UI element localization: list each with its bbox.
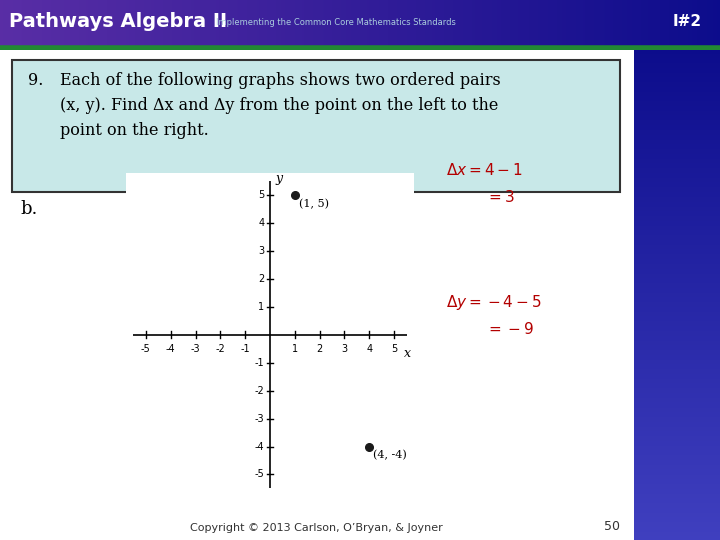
Text: 2: 2 — [317, 344, 323, 354]
Text: Each of the following graphs shows two ordered pairs: Each of the following graphs shows two o… — [60, 72, 500, 89]
Text: $= 3$: $= 3$ — [486, 189, 516, 205]
Text: -5: -5 — [255, 469, 264, 480]
Text: b.: b. — [20, 200, 37, 218]
Text: -4: -4 — [255, 442, 264, 451]
Text: Implementing the Common Core Mathematics Standards: Implementing the Common Core Mathematics… — [216, 18, 456, 27]
Text: -2: -2 — [255, 386, 264, 396]
Text: 5: 5 — [258, 190, 264, 200]
Text: -5: -5 — [141, 344, 150, 354]
Text: -1: -1 — [240, 344, 250, 354]
Text: (x, y). Find Δx and Δy from the point on the left to the: (x, y). Find Δx and Δy from the point on… — [60, 97, 498, 114]
Text: 4: 4 — [366, 344, 372, 354]
Text: $\Delta y = -4-5$: $\Delta y = -4-5$ — [446, 293, 542, 312]
Text: 1: 1 — [258, 302, 264, 312]
Text: -3: -3 — [255, 414, 264, 423]
Text: y: y — [276, 172, 282, 185]
Text: 9.: 9. — [28, 72, 43, 89]
Text: -1: -1 — [255, 357, 264, 368]
Text: $= -9$: $= -9$ — [486, 321, 534, 338]
Text: point on the right.: point on the right. — [60, 122, 209, 139]
Text: Copyright © 2013 Carlson, O’Bryan, & Joyner: Copyright © 2013 Carlson, O’Bryan, & Joy… — [189, 523, 442, 533]
Text: -4: -4 — [166, 344, 176, 354]
Text: 3: 3 — [341, 344, 348, 354]
Text: -3: -3 — [191, 344, 200, 354]
Text: 1: 1 — [292, 344, 298, 354]
Text: 50: 50 — [604, 520, 620, 533]
Text: x: x — [405, 347, 411, 360]
Text: 4: 4 — [258, 218, 264, 228]
Text: 2: 2 — [258, 274, 264, 284]
FancyBboxPatch shape — [12, 60, 620, 192]
Text: 3: 3 — [258, 246, 264, 256]
Text: (1, 5): (1, 5) — [299, 199, 328, 209]
Text: 5: 5 — [391, 344, 397, 354]
Text: (4, -4): (4, -4) — [373, 450, 407, 460]
Text: Pathways Algebra II: Pathways Algebra II — [9, 11, 227, 31]
Text: -2: -2 — [215, 344, 225, 354]
Text: I#2: I#2 — [673, 14, 702, 29]
Text: $\Delta x = 4-1$: $\Delta x = 4-1$ — [446, 162, 523, 178]
